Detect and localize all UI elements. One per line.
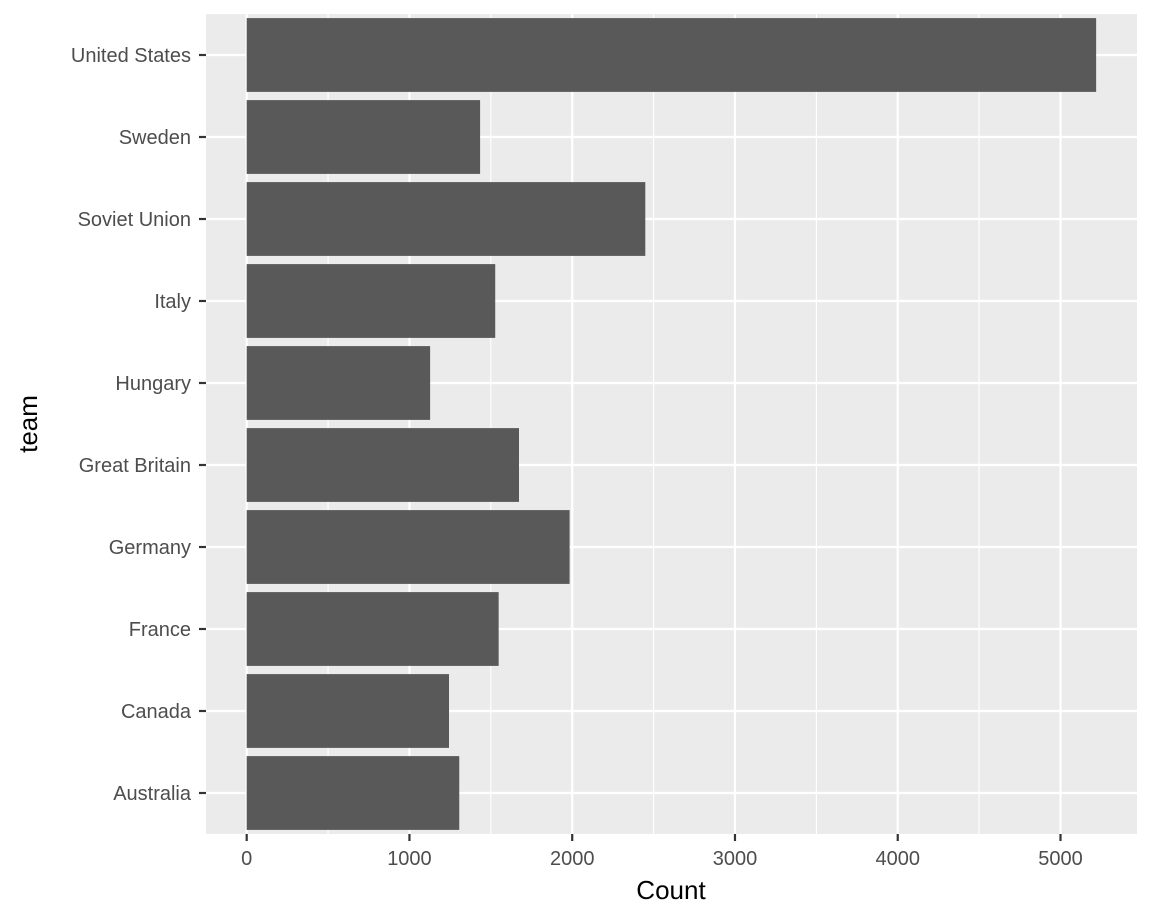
- bar: [246, 100, 481, 174]
- y-tick-label: United States: [71, 45, 191, 67]
- bars: [246, 18, 1097, 830]
- y-tick-label: Canada: [121, 701, 192, 723]
- y-tick-label: Germany: [109, 537, 191, 559]
- x-axis: 0 1000 2000 3000 4000 5000: [241, 834, 1083, 870]
- bar: [246, 346, 431, 420]
- bar: [246, 428, 519, 502]
- y-tick-label: Great Britain: [79, 455, 191, 477]
- major-gridlines: [206, 14, 1137, 834]
- bar: [246, 182, 646, 256]
- x-tick-label: 5000: [1038, 848, 1083, 870]
- y-tick-label: Australia: [113, 783, 192, 805]
- x-tick-label: 1000: [387, 848, 432, 870]
- bar: [246, 674, 450, 748]
- bar: [246, 510, 570, 584]
- bar: [246, 592, 499, 666]
- x-tick-label: 3000: [713, 848, 758, 870]
- y-axis: United States Sweden Soviet Union Italy Hung…: [71, 45, 206, 805]
- y-tick-label: Italy: [154, 291, 191, 313]
- y-axis-title: team: [13, 395, 43, 453]
- y-tick-label: France: [129, 619, 191, 641]
- bar: [246, 264, 496, 338]
- bar: [246, 18, 1097, 92]
- x-axis-title: Count: [636, 875, 706, 905]
- x-tick-label: 0: [241, 848, 252, 870]
- y-tick-label: Sweden: [119, 127, 191, 149]
- y-tick-label: Soviet Union: [78, 209, 191, 231]
- y-tick-label: Hungary: [115, 373, 191, 395]
- x-tick-label: 4000: [875, 848, 920, 870]
- bar: [246, 756, 460, 830]
- x-tick-label: 2000: [550, 848, 595, 870]
